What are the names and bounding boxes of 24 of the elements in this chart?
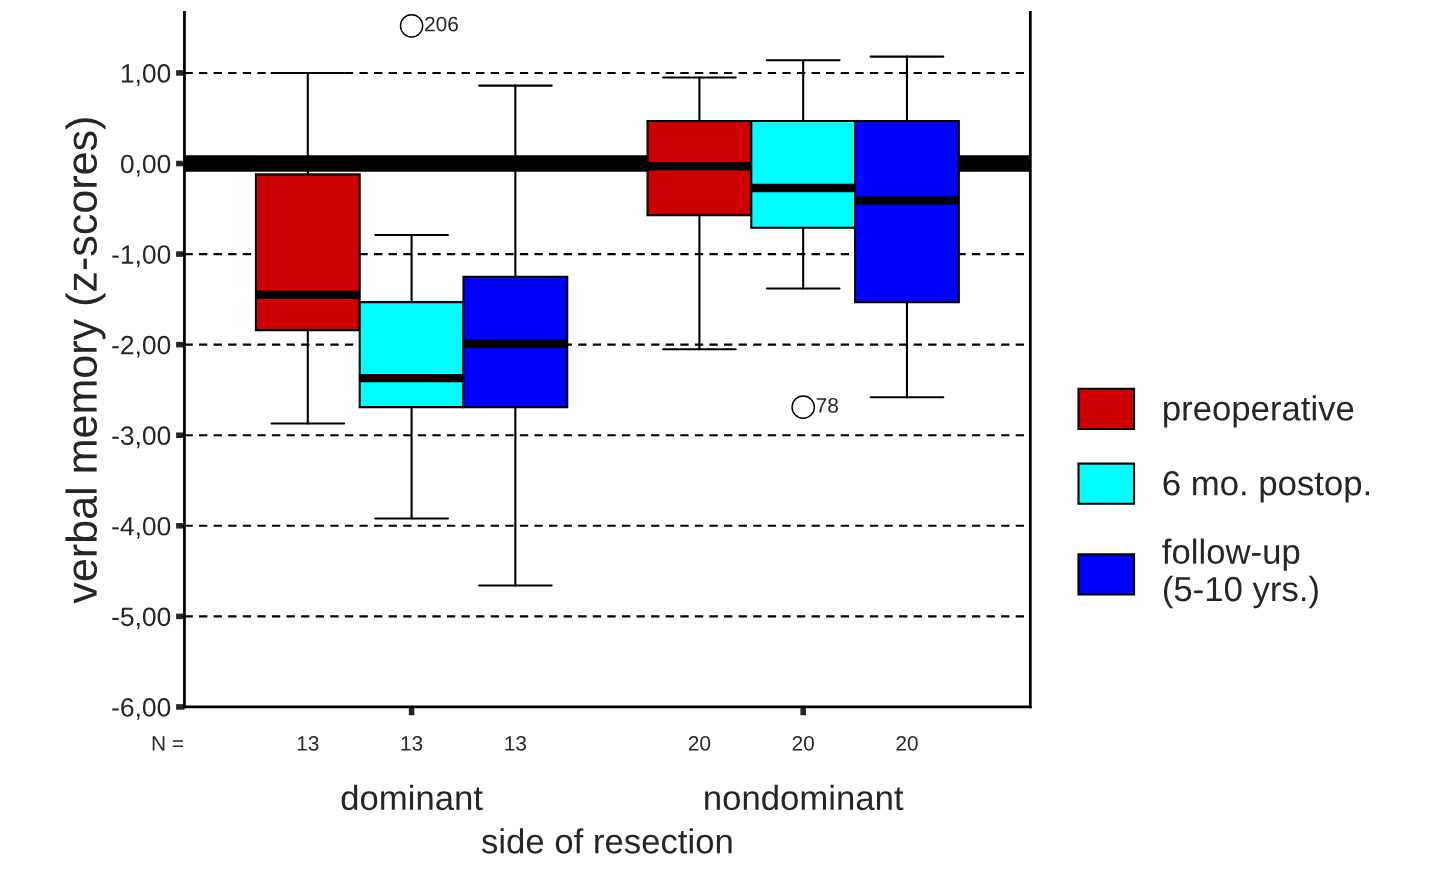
- y-tick-label: -5,00: [112, 607, 171, 630]
- text: 13: [401, 735, 423, 751]
- y-tick-label: -2,00: [112, 335, 171, 358]
- annotation: 78: [816, 397, 838, 413]
- text: N =: [152, 736, 183, 751]
- y-tick-label: -4,00: [112, 516, 171, 539]
- text: 20: [688, 735, 711, 751]
- x-tick-label: nondominant: [705, 784, 904, 811]
- y-axis-title: verbal memory (z-scores): [65, 118, 106, 604]
- y-tick-label: -1,00: [112, 245, 171, 268]
- text: 20: [792, 735, 814, 751]
- legend-label: follow-up (5-10 yrs.): [1162, 538, 1318, 609]
- x-axis-title: side of resection: [481, 828, 732, 854]
- text: 13: [505, 735, 527, 751]
- annotation: 206: [425, 16, 458, 32]
- legend-label: preoperative: [1164, 395, 1354, 428]
- y-tick-label: -3,00: [112, 426, 171, 449]
- y-tick-label: -6,00: [112, 698, 171, 720]
- text: 20: [896, 735, 918, 751]
- legend-label: 6 mo. postop.: [1163, 471, 1370, 503]
- text: 13: [297, 735, 319, 751]
- y-tick-label: 1,00: [121, 64, 171, 86]
- y-tick-label: 0,00: [120, 154, 171, 177]
- x-tick-label: dominant: [341, 784, 483, 811]
